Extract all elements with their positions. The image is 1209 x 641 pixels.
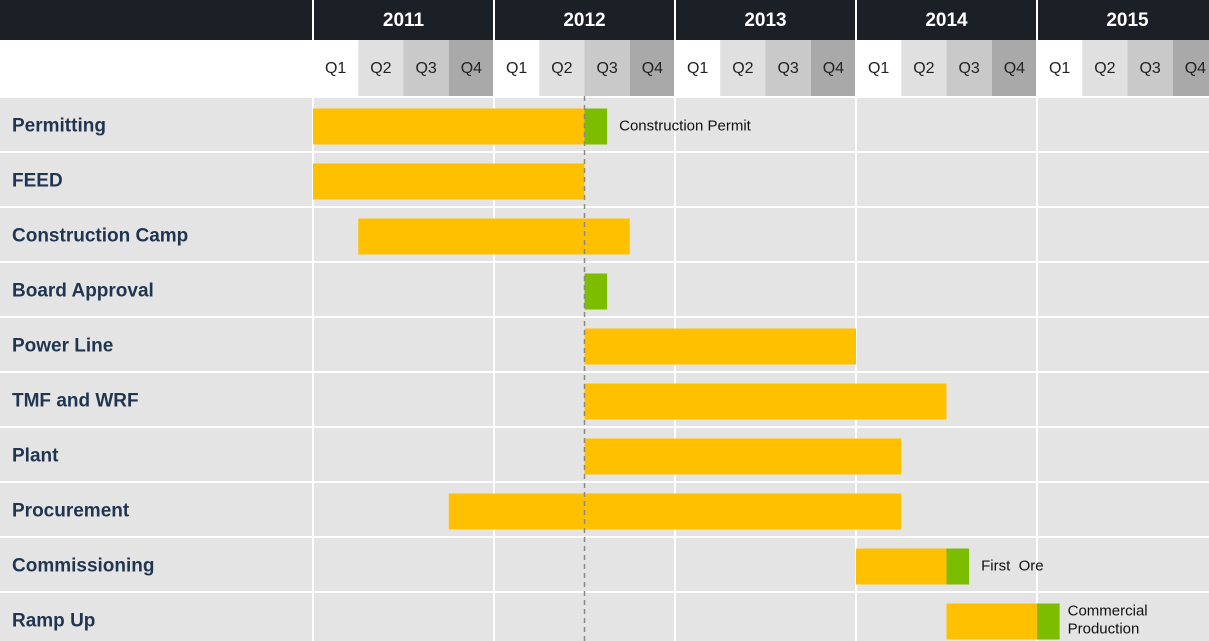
quarter-cell (765, 40, 811, 96)
quarter-label: Q2 (913, 60, 934, 77)
quarter-label: Q4 (642, 60, 663, 77)
quarter-label: Q4 (1185, 60, 1206, 77)
quarter-label: Q3 (415, 60, 436, 77)
task-label: Board Approval (12, 281, 154, 302)
quarter-cell (403, 40, 449, 96)
quarter-label: Q1 (325, 60, 346, 77)
year-label: 2012 (563, 10, 605, 31)
task-bar (584, 328, 856, 365)
quarter-cell (946, 40, 992, 96)
quarter-cell (539, 40, 585, 96)
milestone-label: Commercial (1068, 602, 1148, 619)
year-header (0, 0, 1209, 40)
quarter-cell (901, 40, 947, 96)
year-label: 2011 (383, 10, 425, 31)
task-bar (946, 548, 970, 585)
task-label: Commissioning (12, 556, 155, 577)
task-bar (1037, 603, 1060, 640)
quarter-label: Q2 (551, 60, 572, 77)
quarter-cell (584, 40, 630, 96)
quarter-label: Q3 (777, 60, 798, 77)
year-label: 2013 (744, 10, 786, 31)
quarter-label: Q3 (1139, 60, 1160, 77)
quarter-cell (1082, 40, 1128, 96)
task-bar (448, 493, 902, 530)
quarter-cell (856, 40, 902, 96)
task-bar (313, 163, 585, 200)
quarter-label: Q1 (506, 60, 527, 77)
quarter-cell (1037, 40, 1083, 96)
year-label: 2015 (1106, 10, 1149, 31)
milestone-label: Production (1068, 620, 1140, 637)
task-bar (584, 108, 608, 145)
quarter-cell (313, 40, 359, 96)
quarter-label: Q1 (1049, 60, 1070, 77)
task-bar (584, 438, 902, 475)
quarter-cell (1172, 40, 1209, 96)
quarter-cell (358, 40, 404, 96)
quarter-cell (448, 40, 494, 96)
task-bar (946, 603, 1037, 640)
task-bar (358, 218, 630, 255)
quarter-label: Q4 (1004, 60, 1025, 77)
quarter-cell (1127, 40, 1173, 96)
quarter-cell (991, 40, 1037, 96)
quarter-label: Q3 (596, 60, 617, 77)
quarter-label: Q2 (1094, 60, 1115, 77)
quarter-cell (675, 40, 721, 96)
quarter-label: Q4 (461, 60, 482, 77)
quarter-cell (720, 40, 766, 96)
quarter-label: Q4 (823, 60, 844, 77)
task-bar (584, 273, 608, 310)
task-bar (313, 108, 585, 145)
quarter-label: Q1 (868, 60, 889, 77)
quarter-label: Q3 (958, 60, 979, 77)
task-label: Power Line (12, 336, 113, 357)
quarter-cell (810, 40, 856, 96)
quarter-label: Q1 (687, 60, 708, 77)
quarter-label: Q2 (732, 60, 753, 77)
task-label: Construction Camp (12, 226, 188, 247)
milestone-label: First Ore (981, 557, 1044, 574)
milestone-label: Construction Permit (619, 117, 752, 134)
chart-body (0, 96, 1209, 641)
task-label: TMF and WRF (12, 391, 139, 412)
task-bar (584, 383, 947, 420)
task-label: Ramp Up (12, 611, 95, 632)
task-bar (856, 548, 947, 585)
task-label: Permitting (12, 116, 106, 137)
quarter-cell (494, 40, 540, 96)
year-label: 2014 (925, 10, 968, 31)
quarter-label: Q2 (370, 60, 391, 77)
task-label: Procurement (12, 501, 130, 522)
task-label: Plant (12, 446, 59, 467)
task-label: FEED (12, 171, 63, 192)
quarter-cell (629, 40, 675, 96)
